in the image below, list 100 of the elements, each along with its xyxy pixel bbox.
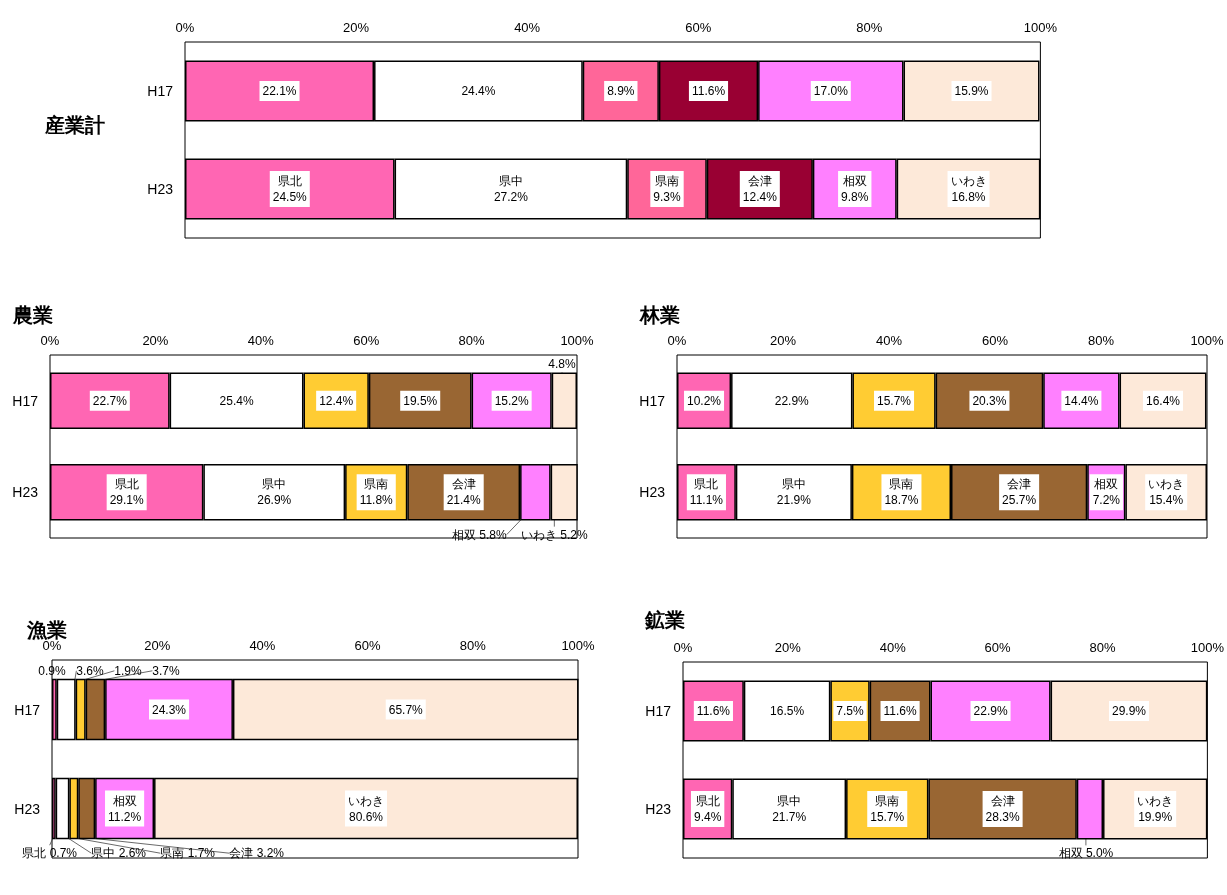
data-label: 県中 21.9%	[776, 477, 812, 508]
x-tick-label: 80%	[1089, 640, 1116, 655]
x-tick-label: 40%	[875, 333, 903, 348]
data-label: 22.7%	[92, 393, 128, 408]
data-label: いわき 80.6%	[348, 793, 385, 824]
data-label: いわき 16.8%	[950, 174, 987, 204]
y-tick-label: H23	[645, 801, 672, 817]
x-tick-label: 100%	[1190, 333, 1225, 348]
x-tick-label: 100%	[1023, 20, 1058, 35]
x-tick-label: 40%	[879, 640, 907, 655]
data-label: 相双 11.2%	[108, 793, 142, 824]
data-label: いわき 15.4%	[1148, 477, 1185, 508]
x-tick-label: 40%	[514, 20, 541, 35]
data-label: いわき 5.2%	[521, 527, 589, 542]
x-tick-label: 100%	[1190, 640, 1225, 655]
x-tick-label: 40%	[249, 638, 276, 653]
x-tick-label: 60%	[981, 333, 1009, 348]
chart-title: 漁業	[26, 619, 67, 641]
data-label: 県北 29.1%	[109, 477, 145, 508]
data-label: いわき 19.9%	[1137, 794, 1174, 824]
data-label: 16.4%	[1145, 393, 1181, 408]
data-label: 24.4%	[461, 84, 496, 98]
data-label: 相双 5.0%	[1058, 846, 1114, 861]
x-tick-label: 60%	[354, 638, 382, 653]
data-label: 17.0%	[813, 84, 849, 98]
data-label: 7.5%	[836, 704, 865, 718]
data-label: 1.9%	[114, 663, 143, 678]
data-label: 11.6%	[696, 704, 731, 718]
data-label: 24.3%	[152, 702, 187, 717]
data-label: 県南 9.3%	[653, 174, 682, 204]
data-label: 3.6%	[76, 663, 105, 678]
x-tick-label: 60%	[685, 20, 712, 35]
y-tick-label: H17	[639, 392, 666, 409]
data-label: 県南 18.7%	[884, 477, 919, 508]
data-label: 15.2%	[494, 393, 529, 408]
data-label: 相双 9.8%	[841, 174, 869, 204]
y-tick-label: H17	[12, 392, 39, 409]
x-tick-label: 80%	[1087, 333, 1115, 348]
data-label: 県南 1.7%	[160, 846, 216, 861]
data-label: 県中 26.9%	[257, 477, 292, 508]
data-label: 25.4%	[219, 393, 254, 408]
y-tick-label: H23	[12, 484, 39, 501]
data-label: 8.9%	[607, 84, 635, 98]
y-tick-label: H17	[147, 83, 174, 99]
text: 産業計	[44, 114, 105, 136]
data-label: 相双 7.2%	[1092, 477, 1121, 508]
data-label: 3.7%	[152, 663, 181, 678]
data-label: 県北 0.7%	[22, 846, 78, 861]
x-tick-label: 20%	[142, 333, 169, 348]
data-label: 11.6%	[691, 84, 726, 98]
data-label: 65.7%	[388, 702, 424, 717]
x-tick-label: 20%	[343, 20, 370, 35]
data-label: 29.9%	[1111, 704, 1147, 718]
data-label: 22.9%	[973, 704, 1008, 718]
x-tick-label: 40%	[247, 333, 275, 348]
data-label: 県中 27.2%	[493, 174, 529, 204]
x-tick-label: 80%	[459, 638, 487, 653]
y-tick-label: H17	[14, 701, 41, 718]
x-tick-label: 0%	[40, 333, 60, 348]
x-tick-label: 20%	[769, 333, 797, 348]
data-label: 16.5%	[770, 704, 805, 718]
data-label: 県北 24.5%	[272, 174, 308, 204]
y-tick-label: H23	[639, 484, 666, 501]
x-tick-label: 20%	[774, 640, 802, 655]
x-tick-label: 60%	[353, 333, 380, 348]
data-label: 4.8%	[548, 357, 577, 372]
x-tick-label: 100%	[561, 638, 596, 653]
data-label: 会津 12.4%	[742, 174, 778, 204]
chart-title: 農業	[12, 304, 53, 326]
data-label: 県北 11.1%	[689, 477, 724, 508]
x-tick-label: 20%	[144, 638, 171, 653]
data-label: 11.6%	[883, 704, 917, 718]
x-tick-label: 80%	[458, 333, 486, 348]
x-tick-label: 60%	[984, 640, 1012, 655]
data-label: 県中 2.6%	[91, 846, 147, 861]
data-label: 22.1%	[262, 84, 297, 98]
y-tick-label: H23	[147, 181, 174, 197]
data-label: 20.3%	[972, 393, 1007, 408]
data-label: 県北 9.4%	[693, 794, 722, 824]
data-label: 10.2%	[687, 393, 722, 408]
chart-title: 鉱業	[644, 609, 685, 631]
data-label: 県南 15.7%	[870, 794, 905, 824]
data-label: 0.9%	[38, 663, 67, 678]
y-tick-label: H17	[645, 703, 672, 719]
data-label: 県中 21.7%	[772, 794, 807, 824]
data-label: 14.4%	[1064, 393, 1099, 408]
data-label: 会津 21.4%	[446, 477, 482, 508]
x-tick-label: 0%	[673, 640, 693, 655]
chart-title: 林業	[639, 304, 680, 326]
data-label: 相双 5.8%	[452, 527, 508, 542]
y-tick-label: H23	[14, 800, 41, 817]
data-label: 12.4%	[319, 393, 354, 408]
data-label: 22.9%	[774, 393, 810, 408]
data-label: 19.5%	[403, 393, 438, 408]
data-label: 県南 11.8%	[359, 477, 394, 508]
data-label: 会津 3.2%	[229, 846, 285, 861]
data-label: 会津 25.7%	[1002, 477, 1037, 508]
data-label: 15.9%	[954, 84, 989, 98]
data-label: 会津 28.3%	[985, 794, 1020, 824]
x-tick-label: 80%	[856, 20, 883, 35]
